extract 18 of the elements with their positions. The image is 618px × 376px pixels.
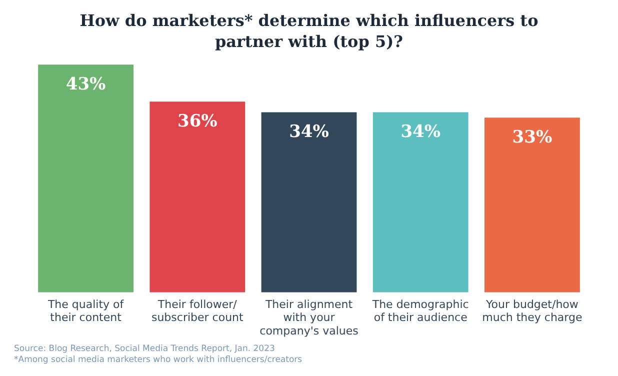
x-tick-label: Their alignment with your company's values	[260, 298, 359, 338]
data-label: 33%	[512, 127, 552, 148]
data-label: 43%	[66, 74, 106, 95]
data-label: 34%	[289, 122, 329, 142]
bar	[484, 118, 580, 292]
data-label: 34%	[400, 122, 441, 142]
x-tick-label: Their follower/subscriber count	[151, 298, 244, 324]
bar	[38, 64, 134, 292]
bar	[261, 112, 357, 292]
bar	[372, 112, 468, 292]
x-tick-label: The demographic of their audience	[371, 298, 469, 324]
source-note: Source: Blog Research, Social Media Trends Report, Jan. 2023	[14, 344, 276, 355]
chart-title: How do marketers* determine which influencers to partner with (top 5)?	[79, 10, 539, 52]
data-label: 36%	[177, 112, 218, 132]
x-tick-label: The quality of their content	[46, 298, 125, 324]
bar	[150, 102, 246, 292]
text: *Among social media marketers who work with influencers/creators	[14, 355, 302, 366]
x-tick-label: Your budget/how much they charge	[482, 298, 582, 324]
